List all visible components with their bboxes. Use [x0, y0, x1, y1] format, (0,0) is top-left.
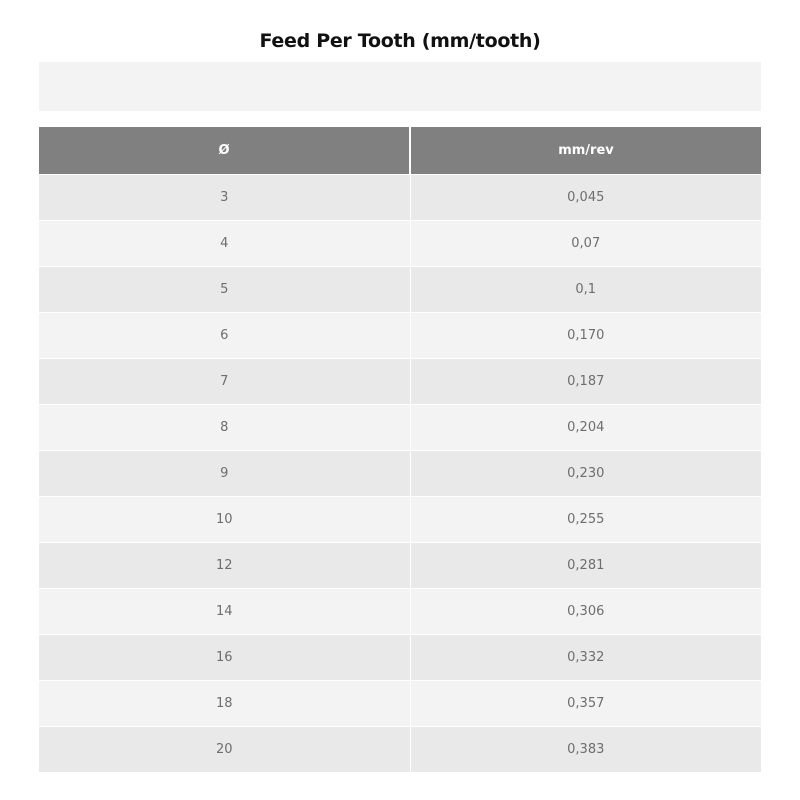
- cell-diameter: 10: [39, 496, 411, 543]
- table-row: 16 0,332: [39, 634, 761, 681]
- table-row: 3 0,045: [39, 174, 761, 221]
- table-row: 7 0,187: [39, 358, 761, 405]
- cell-diameter: 20: [39, 726, 411, 772]
- table-row: 8 0,204: [39, 404, 761, 451]
- cell-mm-rev: 0,230: [410, 450, 761, 497]
- table-row: 20 0,383: [39, 726, 761, 772]
- cell-mm-rev: 0,332: [410, 634, 761, 681]
- cell-mm-rev: 0,045: [410, 174, 761, 221]
- table-row: 12 0,281: [39, 542, 761, 589]
- feed-table: Ø mm/rev 3 0,045 4 0,07 5 0,1 6 0,170 7 0,187 8 0,2…: [39, 127, 761, 772]
- cell-mm-rev: 0,357: [410, 680, 761, 727]
- cell-diameter: 4: [39, 220, 411, 267]
- cell-diameter: 9: [39, 450, 411, 497]
- cell-mm-rev: 0,281: [410, 542, 761, 589]
- cell-diameter: 7: [39, 358, 411, 405]
- cell-mm-rev: 0,07: [410, 220, 761, 267]
- empty-banner: [39, 62, 761, 111]
- table-header-row: Ø mm/rev: [39, 127, 761, 175]
- cell-diameter: 5: [39, 266, 411, 313]
- page-title: Feed Per Tooth (mm/tooth): [259, 30, 541, 52]
- cell-mm-rev: 0,255: [410, 496, 761, 543]
- table-body: 3 0,045 4 0,07 5 0,1 6 0,170 7 0,187 8 0,204 9 0,230 1…: [39, 174, 761, 772]
- header-diameter: Ø: [39, 127, 411, 175]
- table-row: 5 0,1: [39, 266, 761, 313]
- table-row: 9 0,230: [39, 450, 761, 497]
- table-row: 4 0,07: [39, 220, 761, 267]
- cell-mm-rev: 0,187: [410, 358, 761, 405]
- cell-mm-rev: 0,306: [410, 588, 761, 635]
- header-mm-rev: mm/rev: [410, 127, 761, 175]
- table-row: 10 0,255: [39, 496, 761, 543]
- cell-diameter: 14: [39, 588, 411, 635]
- cell-diameter: 8: [39, 404, 411, 451]
- cell-mm-rev: 0,204: [410, 404, 761, 451]
- cell-diameter: 3: [39, 174, 411, 221]
- cell-diameter: 18: [39, 680, 411, 727]
- table-row: 14 0,306: [39, 588, 761, 635]
- cell-diameter: 12: [39, 542, 411, 589]
- cell-mm-rev: 0,170: [410, 312, 761, 359]
- table-row: 18 0,357: [39, 680, 761, 727]
- cell-diameter: 16: [39, 634, 411, 681]
- cell-mm-rev: 0,383: [410, 726, 761, 772]
- cell-mm-rev: 0,1: [410, 266, 761, 313]
- table-row: 6 0,170: [39, 312, 761, 359]
- cell-diameter: 6: [39, 312, 411, 359]
